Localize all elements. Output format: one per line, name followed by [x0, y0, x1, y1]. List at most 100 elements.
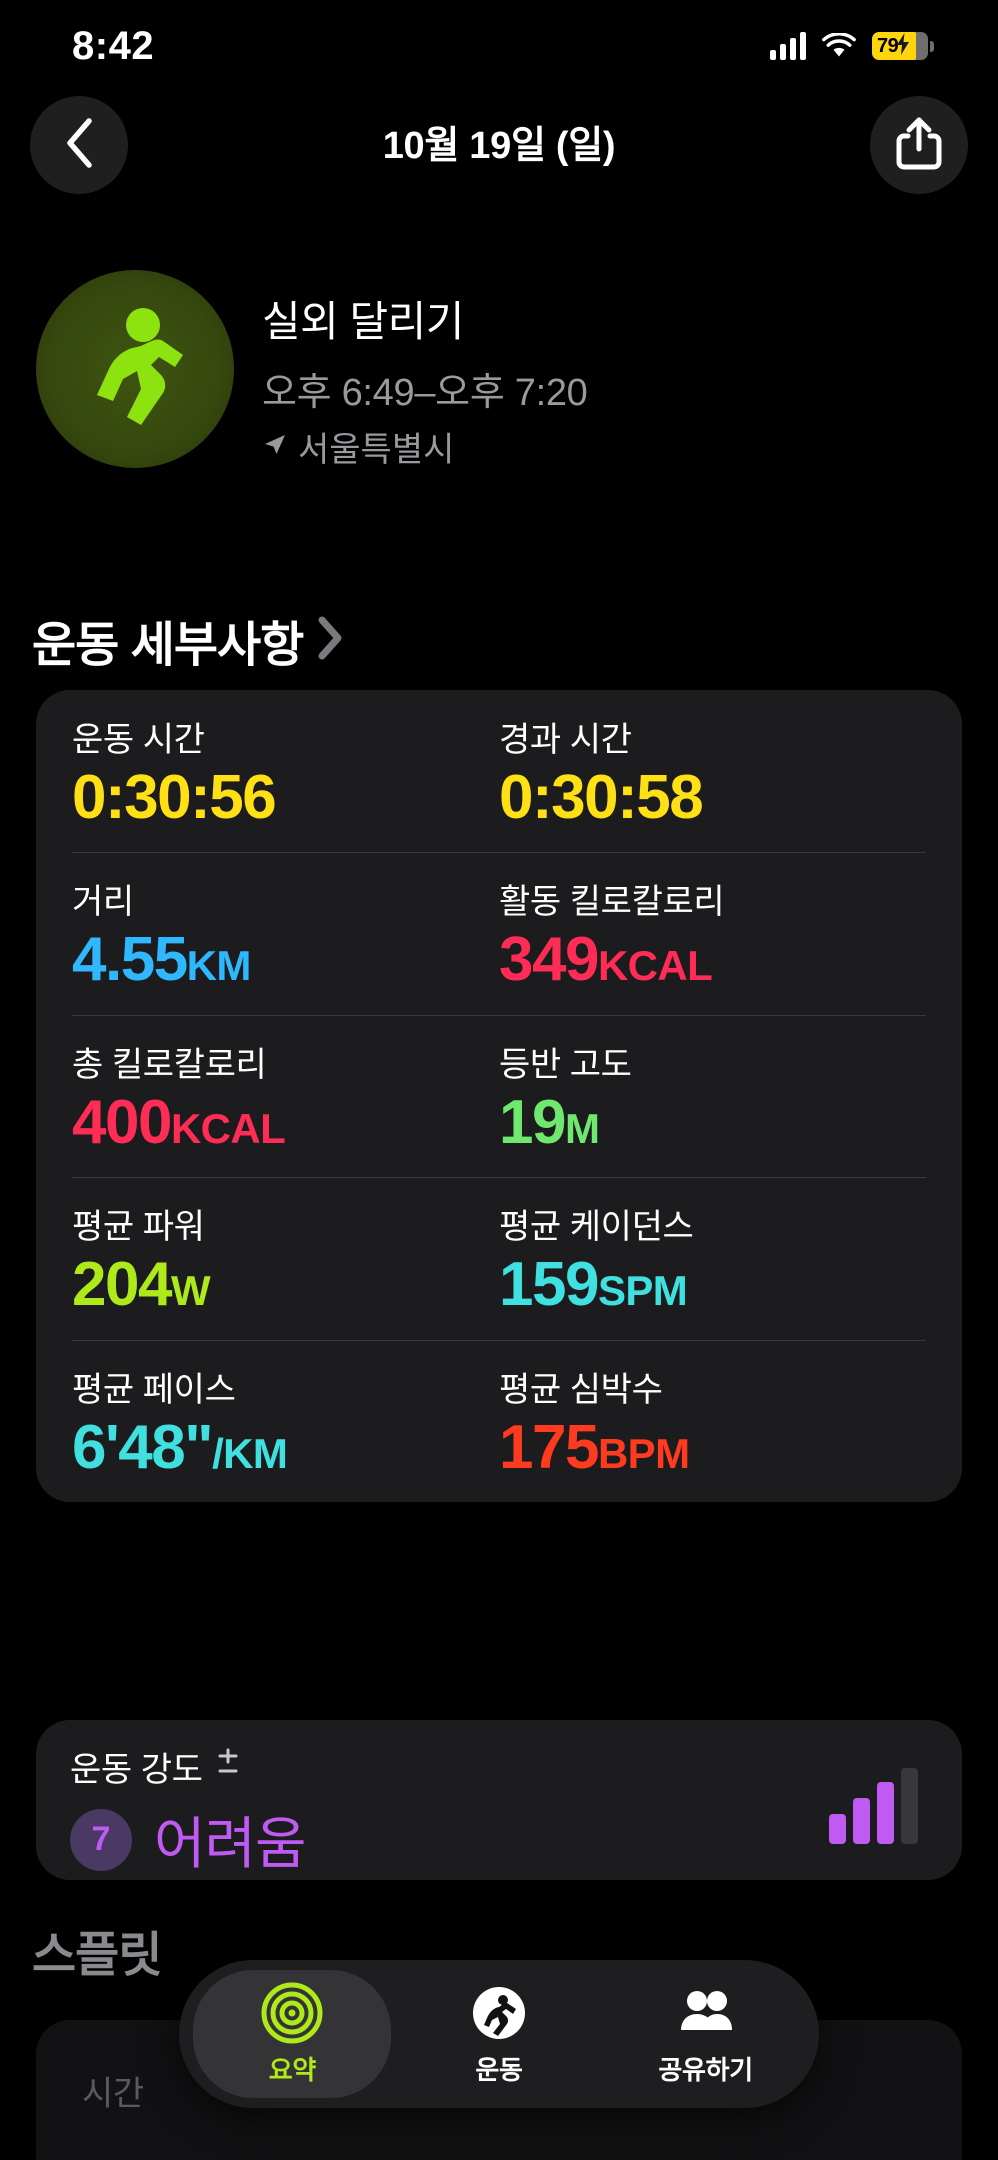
stat-cell-avg-pace: 평균 페이스 6'48"/KM — [72, 1362, 499, 1482]
stat-number: 0:30:56 — [72, 763, 277, 832]
stat-row: 운동 시간 0:30:56 경과 시간 0:30:58 — [72, 690, 926, 852]
workout-header-text: 실외 달리기 오후 6:49–오후 7:20 서울특별시 — [262, 270, 588, 471]
status-bar-clock: 8:42 — [72, 23, 155, 68]
effort-rating-text: 어려움 — [154, 1812, 307, 1875]
stat-value: 0:30:58 — [499, 763, 926, 832]
stat-value: 4.55KM — [72, 925, 499, 994]
stat-cell-avg-heart-rate: 평균 심박수 175BPM — [499, 1362, 926, 1482]
stat-label: 평균 페이스 — [72, 1370, 236, 1409]
stat-number: 4.55 — [72, 925, 188, 995]
tab-bar: 요약 운동 공유하기 — [179, 1960, 819, 2108]
workout-title: 실외 달리기 — [262, 298, 464, 345]
tab-share-label: 공유하기 — [658, 2054, 753, 2085]
stat-unit: SPM — [597, 1267, 688, 1315]
stat-number: 0:30:58 — [499, 763, 704, 832]
stat-number: 175 — [499, 1412, 599, 1482]
stat-value: 349KCAL — [499, 925, 926, 994]
stat-label: 평균 케이던스 — [499, 1208, 694, 1247]
stat-value: 6'48"/KM — [72, 1413, 499, 1482]
tab-workout-label: 운동 — [475, 2054, 523, 2085]
stat-row: 총 킬로칼로리 400KCAL 등반 고도 19M — [72, 1014, 926, 1177]
tab-summary-label: 요약 — [268, 2054, 317, 2085]
stat-label: 등반 고도 — [499, 1045, 632, 1084]
stat-label: 경과 시간 — [499, 721, 632, 759]
stat-unit: KM — [186, 942, 252, 990]
stat-cell-elevation-gain: 등반 고도 19M — [499, 1037, 926, 1157]
workout-header: 실외 달리기 오후 6:49–오후 7:20 서울특별시 — [36, 270, 962, 471]
workout-type-icon-circle — [36, 270, 234, 468]
stat-unit: W — [170, 1267, 211, 1315]
stat-number: 349 — [499, 925, 599, 995]
stat-number: 19 — [499, 1087, 566, 1157]
wifi-icon — [822, 32, 856, 59]
workout-time-range: 오후 6:49–오후 7:20 — [262, 372, 588, 414]
tab-summary[interactable]: 요약 — [193, 1970, 392, 2098]
plus-minus-icon — [215, 1747, 241, 1786]
splits-title: 스플릿 — [32, 1929, 162, 1982]
location-arrow-icon — [262, 427, 288, 466]
share-icon — [896, 116, 942, 175]
stat-number: 159 — [499, 1250, 599, 1320]
effort-value-row: 7 어려움 — [70, 1799, 928, 1880]
back-button[interactable] — [30, 96, 128, 194]
workout-details-label: 운동 세부사항 — [32, 619, 304, 672]
stat-value: 204W — [72, 1250, 499, 1319]
stat-number: 204 — [72, 1250, 172, 1320]
battery-icon: 79 — [872, 32, 928, 60]
effort-bars-icon — [829, 1768, 918, 1844]
status-bar: 8:42 79 — [0, 0, 998, 92]
tab-share[interactable]: 공유하기 — [607, 1970, 805, 2098]
stat-value: 19M — [499, 1088, 926, 1157]
effort-label: 운동 강도 — [70, 1751, 203, 1789]
workout-location: 서울특별시 — [262, 422, 588, 471]
stat-label: 평균 심박수 — [499, 1370, 663, 1409]
running-person-icon — [79, 305, 191, 434]
stat-number: 6'48" — [72, 1412, 214, 1482]
workout-location-label: 서울특별시 — [298, 431, 455, 469]
stat-value: 400KCAL — [72, 1088, 499, 1157]
stat-unit: KCAL — [170, 1104, 286, 1152]
stat-cell-active-calories: 활동 킬로칼로리 349KCAL — [499, 874, 926, 994]
rings-target-icon — [261, 1982, 323, 2044]
status-bar-indicators: 79 — [770, 32, 934, 60]
stat-value: 0:30:56 — [72, 763, 499, 832]
battery-indicator: 79 — [872, 32, 934, 60]
tab-workout[interactable]: 운동 — [400, 1970, 598, 2098]
splits-column-time: 시간 — [82, 2075, 144, 2113]
stat-value: 159SPM — [499, 1250, 926, 1319]
effort-header: 운동 강도 — [70, 1742, 928, 1791]
stat-cell-total-calories: 총 킬로칼로리 400KCAL — [72, 1037, 499, 1157]
effort-rating-badge: 7 — [70, 1808, 132, 1871]
stat-label: 평균 파워 — [72, 1208, 205, 1247]
battery-percent-label: 79 — [877, 34, 899, 57]
stat-label: 운동 시간 — [72, 721, 205, 759]
chevron-left-icon — [63, 117, 95, 174]
workout-details-header[interactable]: 운동 세부사항 — [32, 605, 343, 675]
people-icon — [675, 1982, 737, 2044]
stat-row: 거리 4.55KM 활동 킬로칼로리 349KCAL — [72, 852, 926, 1014]
stat-unit: BPM — [597, 1429, 690, 1477]
stat-unit: KCAL — [597, 942, 713, 990]
charging-bolt-icon — [896, 32, 910, 60]
cellular-bars-icon — [770, 32, 806, 60]
stat-cell-avg-cadence: 평균 케이던스 159SPM — [499, 1199, 926, 1319]
stat-cell-workout-time: 운동 시간 0:30:56 — [72, 712, 499, 832]
stat-unit: M — [564, 1104, 600, 1152]
stat-row: 평균 파워 204W 평균 케이던스 159SPM — [72, 1177, 926, 1339]
stat-cell-avg-power: 평균 파워 204W — [72, 1199, 499, 1319]
stat-cell-distance: 거리 4.55KM — [72, 874, 499, 994]
chevron-right-icon — [317, 616, 343, 665]
effort-card[interactable]: 운동 강도 7 어려움 — [36, 1720, 962, 1880]
stat-row: 평균 페이스 6'48"/KM 평균 심박수 175BPM — [72, 1339, 926, 1502]
running-figure-icon — [468, 1982, 530, 2044]
stat-label: 총 킬로칼로리 — [72, 1045, 267, 1084]
stat-cell-elapsed-time: 경과 시간 0:30:58 — [499, 712, 926, 832]
stat-label: 거리 — [72, 883, 134, 922]
nav-bar: 10월 19일 (일) — [0, 92, 998, 202]
page-title: 10월 19일 (일) — [382, 125, 616, 167]
stats-card: 운동 시간 0:30:56 경과 시간 0:30:58 거리 4.55KM 활동 — [36, 690, 962, 1503]
share-button[interactable] — [870, 96, 968, 194]
stat-number: 400 — [72, 1087, 172, 1157]
stat-value: 175BPM — [499, 1413, 926, 1482]
